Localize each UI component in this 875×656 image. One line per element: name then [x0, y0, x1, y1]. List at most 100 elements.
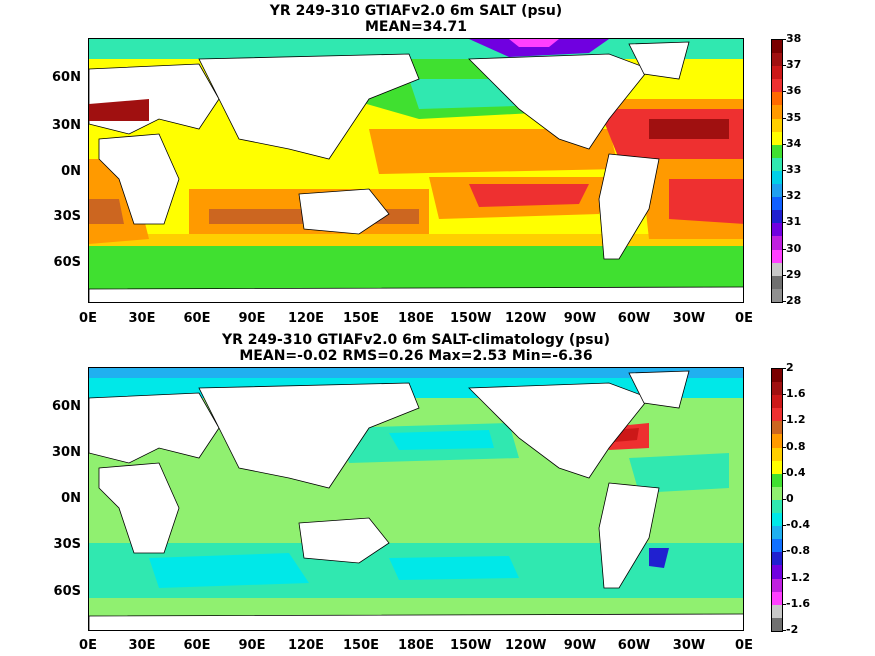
panel2-title-line1: YR 249-310 GTIAFv2.0 6m SALT-climatology…	[222, 332, 610, 348]
colorbar-label: 34	[786, 136, 802, 150]
colorbar-segment	[772, 486, 782, 500]
colorbar-label: 28	[786, 294, 802, 307]
colorbar-segment	[772, 210, 782, 224]
panel1-lat-60n: 60N	[52, 70, 81, 85]
colorbar-segment	[772, 578, 782, 592]
colorbar-tick	[782, 603, 786, 605]
colorbar-segment	[772, 66, 782, 80]
colorbar-segment	[772, 131, 782, 145]
colorbar-label: 1.2	[786, 413, 806, 427]
panel2-lon-label: 90W	[563, 638, 597, 653]
colorbar-tick	[782, 499, 786, 500]
colorbar-segment	[772, 118, 782, 132]
colorbar-segment	[772, 288, 782, 302]
panel1-lon-label: 150E	[342, 311, 380, 326]
colorbar-tick	[782, 222, 786, 224]
colorbar-label: -0.4	[786, 518, 811, 532]
panel1-lon-label: 30E	[128, 311, 156, 326]
colorbar-segment	[772, 421, 782, 435]
panel2-lon-label: 120E	[287, 638, 325, 653]
colorbar-tick	[782, 301, 786, 302]
colorbar-tick	[782, 551, 786, 553]
panel2-lat-30n: 30N	[52, 445, 81, 460]
colorbar-label: 36	[786, 84, 802, 98]
panel2-lon-label: 180E	[397, 638, 435, 653]
colorbar-tick	[782, 117, 786, 119]
colorbar-segment	[772, 53, 782, 67]
panel2-lon-label: 150W	[450, 638, 492, 653]
colorbar-segment	[772, 184, 782, 198]
colorbar-segment	[772, 565, 782, 579]
panel2-lon-label: 150E	[342, 638, 380, 653]
colorbar-label: 37	[786, 58, 802, 72]
panel2-lat-60s: 60S	[53, 584, 81, 599]
colorbar-label: 2	[786, 361, 794, 374]
colorbar-tick	[782, 65, 786, 67]
colorbar-segment	[772, 604, 782, 618]
panel2-lon-label: 30W	[672, 638, 706, 653]
panel1-colorbar	[771, 39, 783, 303]
colorbar-tick	[782, 525, 786, 527]
panel1-lon-label: 0E	[735, 311, 753, 326]
panel1-lon-label: 0E	[79, 311, 97, 326]
panel2-lat-30s: 30S	[53, 537, 81, 552]
colorbar-segment	[772, 434, 782, 448]
colorbar-segment	[772, 40, 782, 54]
colorbar-segment	[772, 499, 782, 514]
colorbar-segment	[772, 539, 782, 553]
colorbar-label: 32	[786, 189, 802, 203]
panel2-lon-label: 0E	[735, 638, 753, 653]
colorbar-label: 0	[786, 492, 794, 505]
colorbar-label: 38	[786, 32, 802, 45]
colorbar-tick	[782, 368, 786, 369]
colorbar-label: 35	[786, 110, 802, 124]
panel2-lon-label: 30E	[128, 638, 156, 653]
colorbar-tick	[782, 274, 786, 276]
colorbar-label: -1.2	[786, 570, 811, 584]
colorbar-segment	[772, 275, 782, 289]
colorbar-tick	[782, 394, 786, 396]
colorbar-tick	[782, 170, 786, 171]
panel2-lat-0n: 0N	[61, 491, 81, 506]
colorbar-segment	[772, 223, 782, 237]
panel2-lon-label: 60E	[183, 638, 211, 653]
colorbar-segment	[772, 236, 782, 250]
colorbar-label: 0.8	[786, 439, 806, 453]
panel1-lat-30n: 30N	[52, 118, 81, 133]
colorbar-segment	[772, 144, 782, 158]
panel2-lon-label: 60W	[617, 638, 651, 653]
colorbar-segment	[772, 552, 782, 566]
colorbar-segment	[772, 473, 782, 487]
colorbar-segment	[772, 369, 782, 383]
colorbar-label: 30	[786, 241, 802, 255]
colorbar-segment	[772, 591, 782, 605]
colorbar-tick	[782, 630, 786, 631]
panel2-colorbar	[771, 368, 783, 632]
colorbar-segment	[772, 408, 782, 422]
colorbar-label: -2	[786, 623, 799, 636]
colorbar-label: -0.8	[786, 544, 811, 558]
panel1-title-line1: YR 249-310 GTIAFv2.0 6m SALT (psu)	[269, 3, 563, 19]
panel1-lon-label: 90E	[238, 311, 266, 326]
panel2-title-line2: MEAN=-0.02 RMS=0.26 Max=2.53 Min=-6.36	[239, 348, 593, 364]
colorbar-label: -1.6	[786, 596, 811, 610]
colorbar-segment	[772, 105, 782, 119]
colorbar-label: 0.4	[786, 465, 806, 479]
colorbar-tick	[782, 420, 786, 422]
panel1-lon-label: 90W	[563, 311, 597, 326]
panel2-lon-label: 0E	[79, 638, 97, 653]
panel1-title-line2: MEAN=34.71	[364, 19, 468, 35]
panel1-lon-label: 120W	[505, 311, 547, 326]
colorbar-segment	[772, 460, 782, 474]
colorbar-segment	[772, 197, 782, 211]
panel1-lon-label: 60W	[617, 311, 651, 326]
panel1-lon-label: 150W	[450, 311, 492, 326]
colorbar-tick	[782, 446, 786, 448]
colorbar-segment	[772, 447, 782, 461]
colorbar-tick	[782, 196, 786, 198]
colorbar-segment	[772, 526, 782, 540]
colorbar-segment	[772, 513, 782, 527]
colorbar-segment	[772, 170, 782, 185]
colorbar-tick	[782, 472, 786, 474]
colorbar-segment	[772, 382, 782, 396]
